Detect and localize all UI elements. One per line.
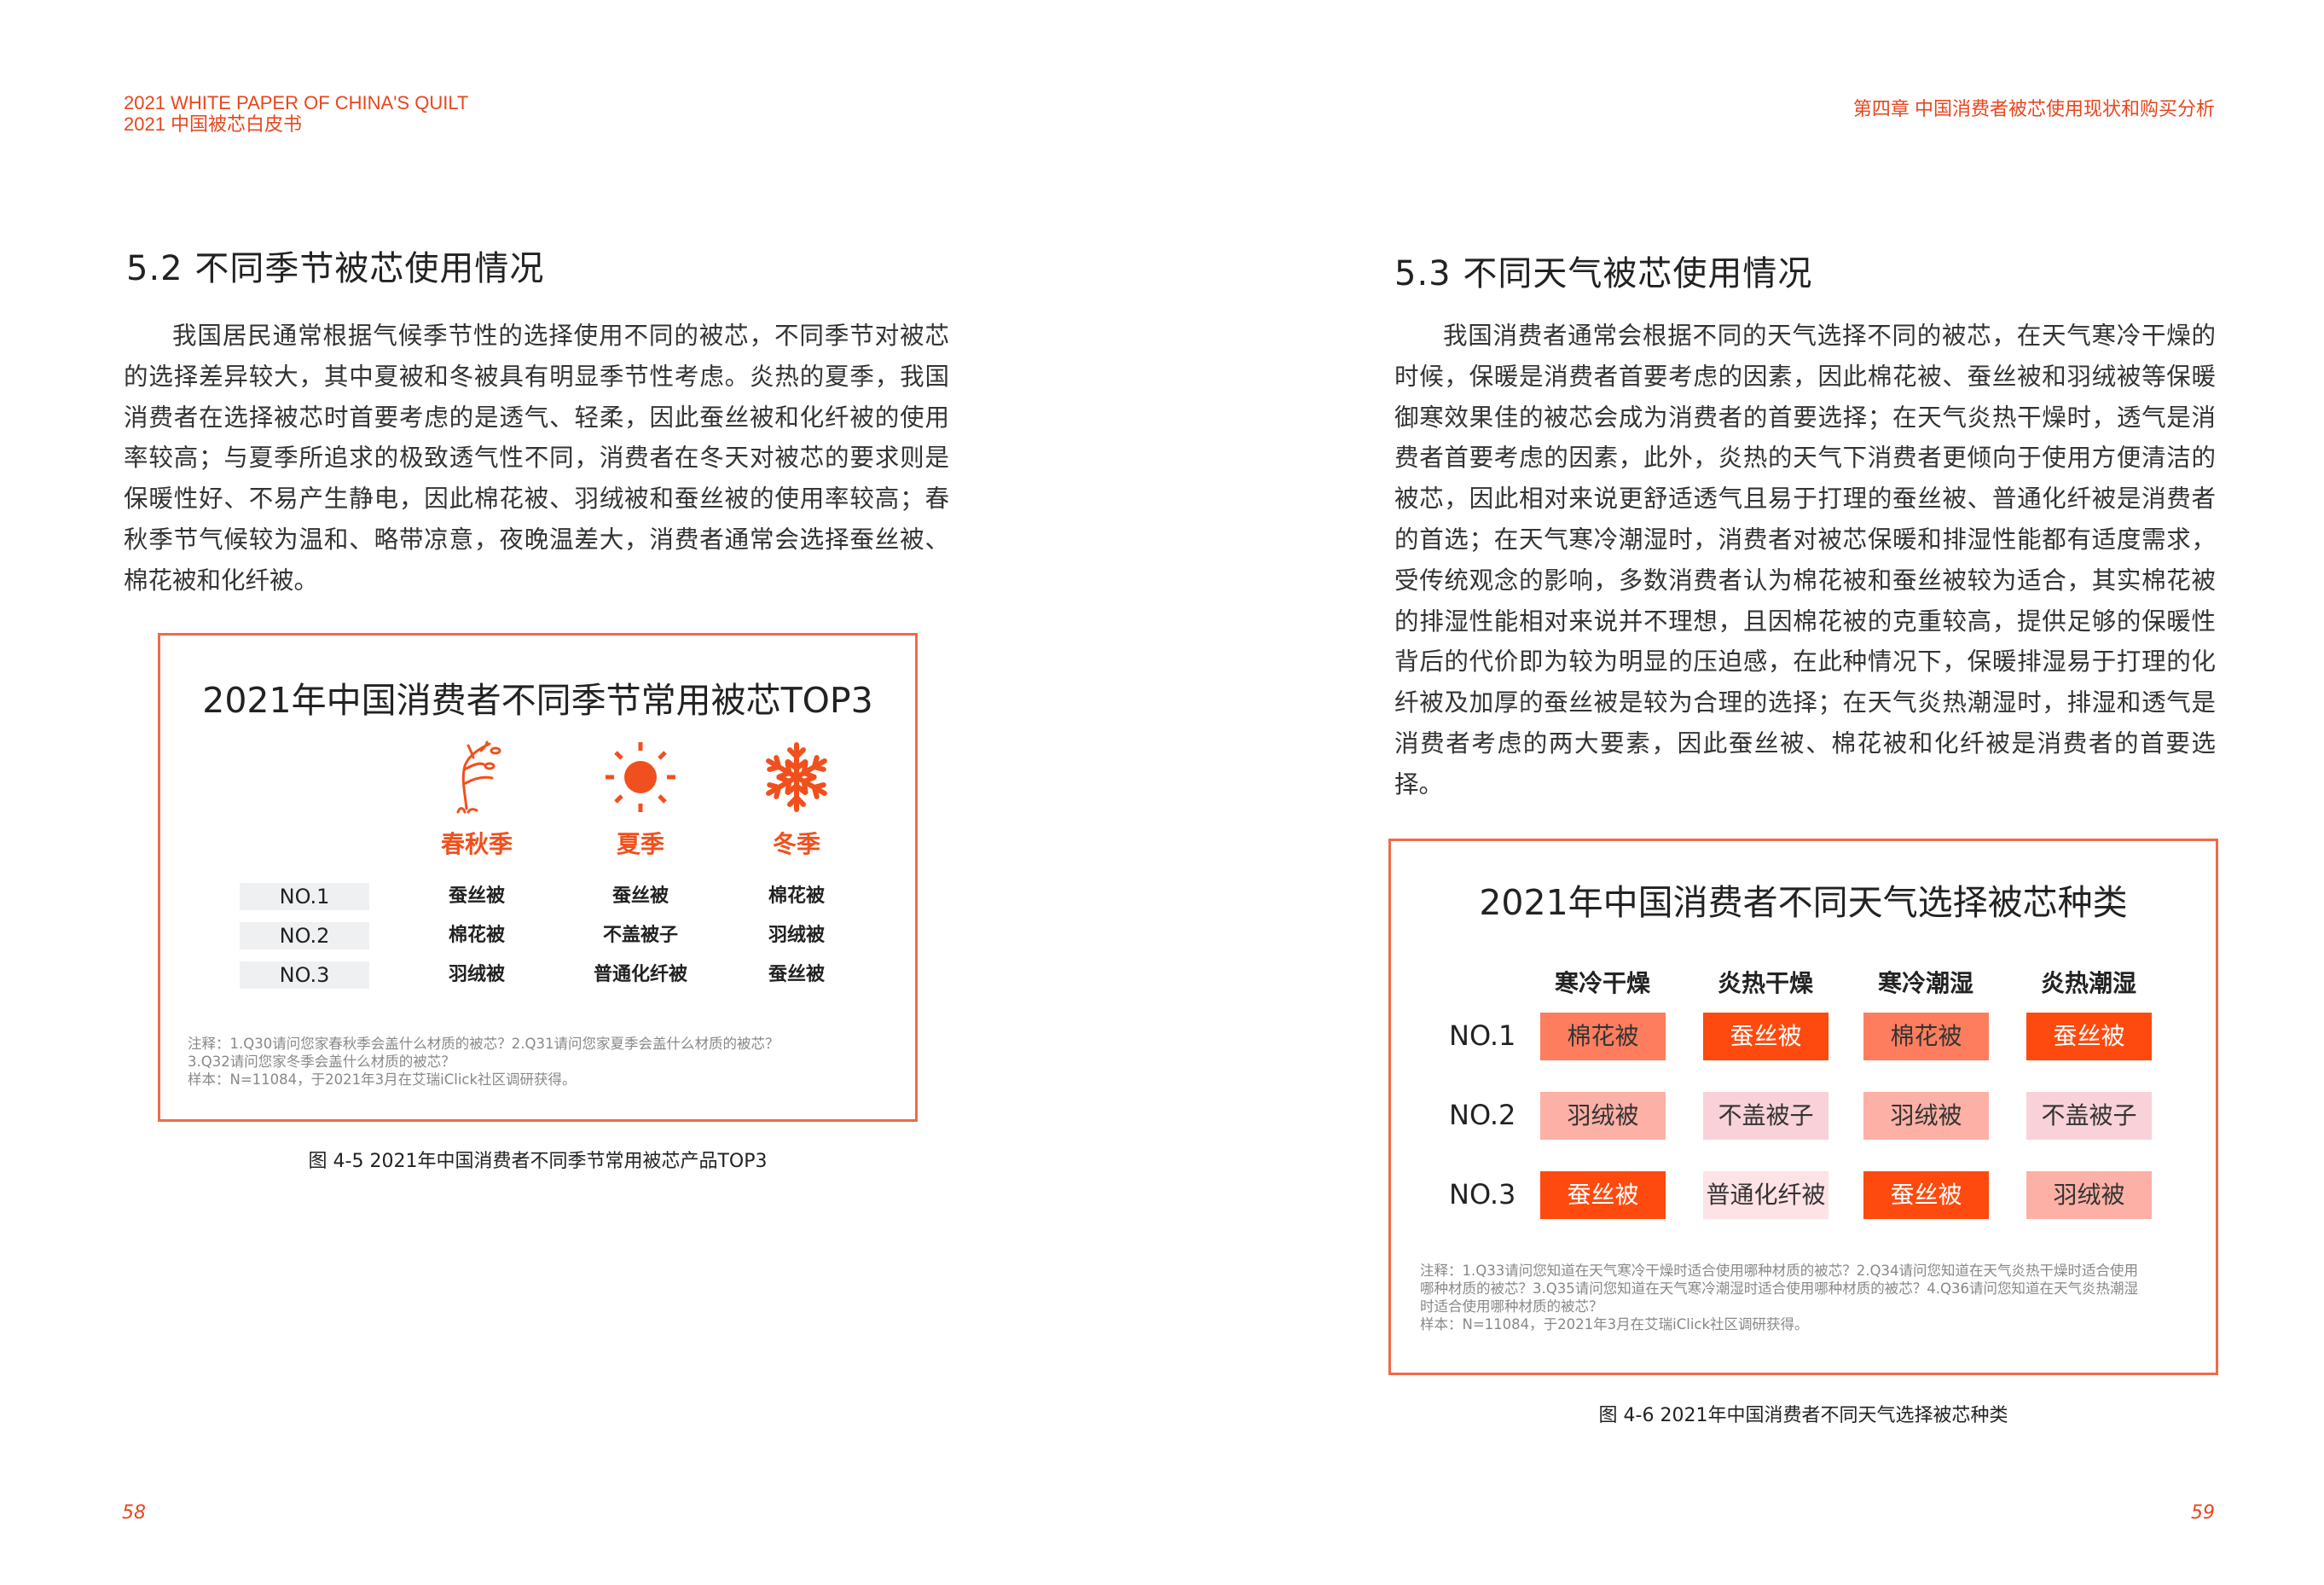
column-header: 寒冷潮湿 (1877, 969, 1973, 997)
season-spring-autumn: 春秋季 (400, 740, 553, 860)
note-line: 哪种材质的被芯？3.Q35请问您知道在天气寒冷潮湿时适合使用哪种材质的被芯？4.… (1420, 1280, 2138, 1297)
rank-cell: 棉花被 (768, 885, 825, 907)
material-cell: 蚕丝被 (2026, 1013, 2152, 1060)
page-number-right: 59 (2191, 1502, 2215, 1524)
material-cell: 羽绒被 (2026, 1171, 2152, 1219)
material-cell: 羽绒被 (1863, 1092, 1989, 1140)
figure-caption-4-5: 图 4-5 2021年中国消费者不同季节常用被芯产品TOP3 (308, 1151, 768, 1172)
season-winter: 冬季 (720, 740, 873, 860)
section-title-5-3: 5.3 不同天气被芯使用情况 (1394, 254, 1813, 293)
season-label: 夏季 (616, 830, 664, 858)
rank-cell: 蚕丝被 (768, 964, 825, 985)
material-cell: 蚕丝被 (1863, 1171, 1989, 1219)
note-line: 样本：N=11084，于2021年3月在艾瑞iClick社区调研获得。 (188, 1071, 577, 1088)
material-cell: 不盖被子 (2026, 1092, 2152, 1140)
rank-cell: 棉花被 (448, 925, 505, 946)
rank-cell: 蚕丝被 (448, 885, 505, 907)
rank-label: NO.1 (240, 883, 369, 910)
rank-label: NO.1 (1449, 1019, 1516, 1052)
rank-label: NO.2 (240, 922, 369, 949)
column-header: 寒冷干燥 (1554, 969, 1650, 997)
material-cell: 蚕丝被 (1703, 1013, 1828, 1060)
figure-title: 2021年中国消费者不同天气选择被芯种类 (1479, 882, 2128, 923)
season-label: 冬季 (772, 830, 820, 858)
material-cell: 普通化纤被 (1703, 1171, 1828, 1219)
material-cell: 羽绒被 (1540, 1092, 1666, 1140)
material-cell: 棉花被 (1863, 1013, 1989, 1060)
rank-label: NO.2 (1449, 1099, 1516, 1131)
rank-cell: 普通化纤被 (593, 964, 687, 985)
note-line: 样本：N=11084，于2021年3月在艾瑞iClick社区调研获得。 (1420, 1316, 1809, 1332)
rank-cell: 羽绒被 (768, 925, 825, 946)
sun-icon (606, 742, 675, 812)
material-cell: 蚕丝被 (1540, 1171, 1666, 1219)
note-line: 时适合使用哪种材质的被芯？ (1420, 1298, 1603, 1315)
rank-cell: 不盖被子 (602, 925, 678, 946)
note-line: 注释：1.Q30请问您家春秋季会盖什么材质的被芯？2.Q31请问您家夏季会盖什么… (188, 1036, 779, 1052)
figure-title: 2021年中国消费者不同季节常用被芯TOP3 (202, 680, 873, 721)
body-paragraph-left: 我国居民通常根据气候季节性的选择使用不同的被芯，不同季节对被芯的选择差异较大，其… (124, 322, 949, 595)
figure-caption-4-6: 图 4-6 2021年中国消费者不同天气选择被芯种类 (1598, 1405, 2008, 1426)
rank-label: NO.3 (240, 961, 369, 989)
column-header: 炎热干燥 (1717, 969, 1813, 997)
rank-label: NO.3 (1449, 1178, 1516, 1211)
note-line: 3.Q32请问您家冬季会盖什么材质的被芯？ (188, 1054, 455, 1070)
note-line: 注释：1.Q33请问您知道在天气寒冷干燥时适合使用哪种材质的被芯？2.Q34请问… (1420, 1263, 2138, 1279)
section-title-5-2: 5.2 不同季节被芯使用情况 (126, 249, 545, 288)
page-number-left: 58 (122, 1502, 146, 1524)
running-header-left: 2021 WHITE PAPER OF CHINA'S QUILT 2021 中… (124, 92, 468, 135)
rank-cell: 羽绒被 (448, 964, 505, 985)
figure-weather-top3: 2021年中国消费者不同天气选择被芯种类 寒冷干燥 炎热干燥 寒冷潮湿 炎热潮湿 NO.… (1388, 839, 2218, 1375)
season-summer: 夏季 (564, 740, 717, 860)
figure-notes: 注释：1.Q33请问您知道在天气寒冷干燥时适合使用哪种材质的被芯？2.Q34请问… (1420, 1262, 2138, 1333)
tree-branch-icon (456, 740, 501, 814)
figure-season-top3: 2021年中国消费者不同季节常用被芯TOP3 春秋季 (158, 633, 918, 1122)
material-cell: 棉花被 (1540, 1013, 1666, 1060)
header-title-cn: 2021 中国被芯白皮书 (124, 113, 303, 135)
season-label: 春秋季 (440, 830, 513, 858)
rank-cell: 蚕丝被 (611, 885, 669, 907)
column-header: 炎热潮湿 (2040, 969, 2136, 997)
body-paragraph-right: 我国消费者通常会根据不同的天气选择不同的被芯，在天气寒冷干燥的时候，保暖是消费者… (1394, 322, 2216, 798)
figure-notes: 注释：1.Q30请问您家春秋季会盖什么材质的被芯？2.Q31请问您家夏季会盖什么… (188, 1035, 779, 1089)
snowflake-icon (760, 742, 833, 814)
running-header-right: 第四章 中国消费者被芯使用现状和购买分析 (1852, 98, 2215, 119)
header-title-en: 2021 WHITE PAPER OF CHINA'S QUILT (124, 92, 469, 113)
material-cell: 不盖被子 (1703, 1092, 1828, 1140)
